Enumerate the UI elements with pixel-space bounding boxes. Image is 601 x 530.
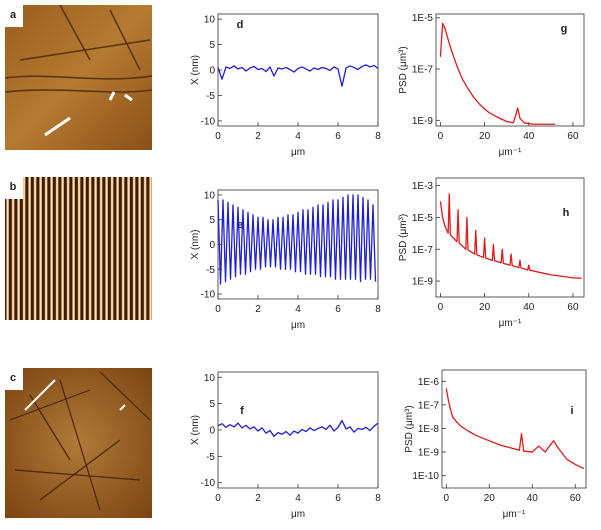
y-tick-label: 1E-7 <box>412 245 434 256</box>
panel-label: e <box>237 219 243 231</box>
x-tick-label: 4 <box>295 493 301 504</box>
y-tick-label: 1E-3 <box>412 181 434 192</box>
x-tick-label: 6 <box>335 304 341 315</box>
x-tick-label: 8 <box>375 304 381 315</box>
y-tick-label: -5 <box>206 452 215 463</box>
x-axis-label: μm⁻¹ <box>499 147 522 158</box>
axis-box <box>441 369 587 489</box>
panel-label: h <box>563 207 570 219</box>
x-tick-label: 60 <box>567 131 579 142</box>
image-label: c <box>10 372 16 384</box>
x-tick-label: 40 <box>523 131 535 142</box>
y-tick-label: 0 <box>209 240 215 251</box>
panel-label: f <box>240 405 244 417</box>
y-tick-label: 0 <box>209 426 215 437</box>
x-tick-label: 0 <box>215 131 221 142</box>
afm-image-c: c <box>5 368 152 518</box>
y-axis-label: PSD (μm³) <box>398 46 409 93</box>
image-label: a <box>10 9 17 21</box>
x-tick-label: 20 <box>479 131 491 142</box>
data-line <box>217 419 379 437</box>
x-tick-label: 2 <box>255 493 261 504</box>
x-tick-label: 20 <box>479 302 491 313</box>
y-tick-label: 1E-9 <box>412 277 434 288</box>
y-tick-label: 10 <box>204 190 216 201</box>
x-tick-label: 0 <box>215 493 221 504</box>
x-tick-label: 8 <box>375 131 381 142</box>
y-tick-label: 10 <box>204 373 216 384</box>
y-tick-label: 10 <box>204 15 216 26</box>
y-axis-label: X (nm) <box>190 415 201 445</box>
y-tick-label: 1E-5 <box>412 13 434 24</box>
y-tick-label: -10 <box>201 116 216 127</box>
y-tick-label: 1E-9 <box>412 116 434 127</box>
x-tick-label: 6 <box>335 131 341 142</box>
y-tick-label: -5 <box>206 265 215 276</box>
x-tick-label: 0 <box>444 493 450 504</box>
y-tick-label: 1E-8 <box>418 424 440 435</box>
y-axis-label: X (nm) <box>190 230 201 260</box>
x-axis-label: μm <box>291 147 305 158</box>
x-tick-label: 2 <box>255 131 261 142</box>
panel-label: i <box>570 405 573 417</box>
y-tick-label: 5 <box>209 215 215 226</box>
panel-label: d <box>237 19 244 31</box>
x-axis-label: μm <box>291 320 305 331</box>
y-tick-label: -10 <box>201 478 216 489</box>
y-tick-label: 1E-10 <box>412 471 439 482</box>
x-tick-label: 60 <box>567 302 579 313</box>
y-axis-label: PSD (μm³) <box>404 405 415 452</box>
axis-box <box>435 13 585 127</box>
y-tick-label: 1E-7 <box>418 400 440 411</box>
data-line <box>217 194 377 285</box>
x-tick-label: 60 <box>570 493 582 504</box>
y-tick-label: 5 <box>209 399 215 410</box>
afm-image-b: b <box>5 177 152 320</box>
x-tick-label: 4 <box>295 304 301 315</box>
y-axis-label: PSD (μm³) <box>398 214 409 261</box>
x-axis-label: μm <box>291 509 305 520</box>
x-tick-label: 0 <box>438 131 444 142</box>
y-tick-label: 5 <box>209 40 215 51</box>
image-label: b <box>10 181 17 193</box>
y-tick-label: -5 <box>206 91 215 102</box>
afm-image-a: a <box>4 4 153 150</box>
y-tick-label: 0 <box>209 66 215 77</box>
x-tick-label: 40 <box>527 493 539 504</box>
y-axis-label: X (nm) <box>190 55 201 85</box>
y-tick-label: 1E-5 <box>412 213 434 224</box>
panel-label: g <box>561 23 568 35</box>
x-axis-label: μm⁻¹ <box>503 509 526 520</box>
y-tick-label: 1E-9 <box>418 448 440 459</box>
x-tick-label: 0 <box>438 302 444 313</box>
x-axis-label: μm⁻¹ <box>499 318 522 329</box>
x-tick-label: 2 <box>255 304 261 315</box>
x-tick-label: 40 <box>523 302 535 313</box>
data-line <box>445 388 585 470</box>
x-tick-label: 20 <box>484 493 496 504</box>
y-tick-label: -10 <box>201 290 216 301</box>
x-tick-label: 8 <box>375 493 381 504</box>
x-tick-label: 4 <box>295 131 301 142</box>
data-line <box>439 22 556 125</box>
data-line <box>439 193 582 279</box>
x-tick-label: 6 <box>335 493 341 504</box>
axis-box <box>217 371 379 489</box>
x-tick-label: 0 <box>215 304 221 315</box>
y-tick-label: 1E-7 <box>412 65 434 76</box>
data-line <box>217 64 379 87</box>
y-tick-label: 1E-6 <box>418 377 440 388</box>
axis-box <box>435 177 585 298</box>
